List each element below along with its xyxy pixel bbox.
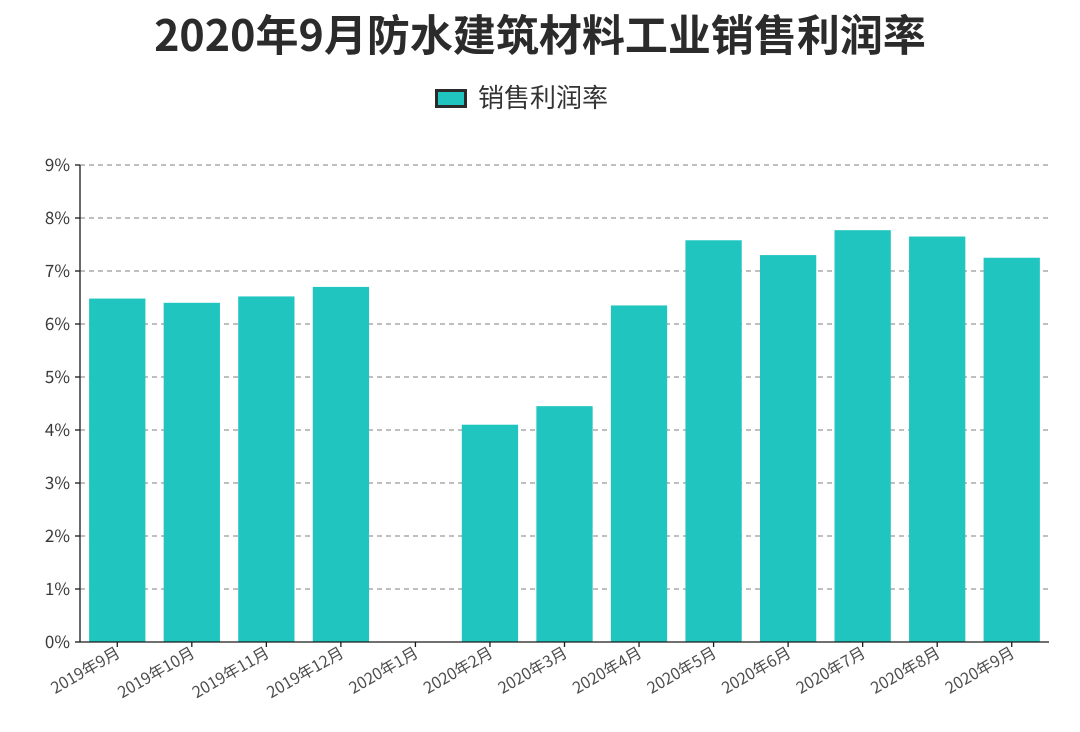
svg-text:2%: 2%	[45, 522, 70, 547]
svg-text:2020年6月: 2020年6月	[716, 640, 794, 699]
svg-text:2020年7月: 2020年7月	[791, 640, 869, 699]
svg-text:2019年10月: 2019年10月	[112, 640, 198, 703]
svg-text:7%: 7%	[45, 257, 70, 282]
svg-text:2020年5月: 2020年5月	[642, 640, 720, 699]
svg-text:4%: 4%	[45, 416, 70, 441]
svg-text:0%: 0%	[45, 628, 70, 653]
svg-text:9%: 9%	[45, 151, 70, 176]
svg-text:2020年9月: 2020年9月	[940, 640, 1018, 699]
svg-text:5%: 5%	[45, 363, 70, 388]
svg-text:2019年12月: 2019年12月	[262, 640, 348, 703]
svg-text:8%: 8%	[45, 204, 70, 229]
svg-text:2020年8月: 2020年8月	[866, 640, 944, 699]
svg-text:2020年4月: 2020年4月	[567, 640, 645, 699]
svg-text:6%: 6%	[45, 310, 70, 335]
svg-text:2020年2月: 2020年2月	[418, 640, 496, 699]
svg-text:2020年3月: 2020年3月	[493, 640, 571, 699]
svg-text:1%: 1%	[45, 575, 70, 600]
svg-text:2020年1月: 2020年1月	[344, 640, 422, 699]
svg-text:2019年11月: 2019年11月	[187, 640, 273, 703]
svg-text:3%: 3%	[45, 469, 70, 494]
